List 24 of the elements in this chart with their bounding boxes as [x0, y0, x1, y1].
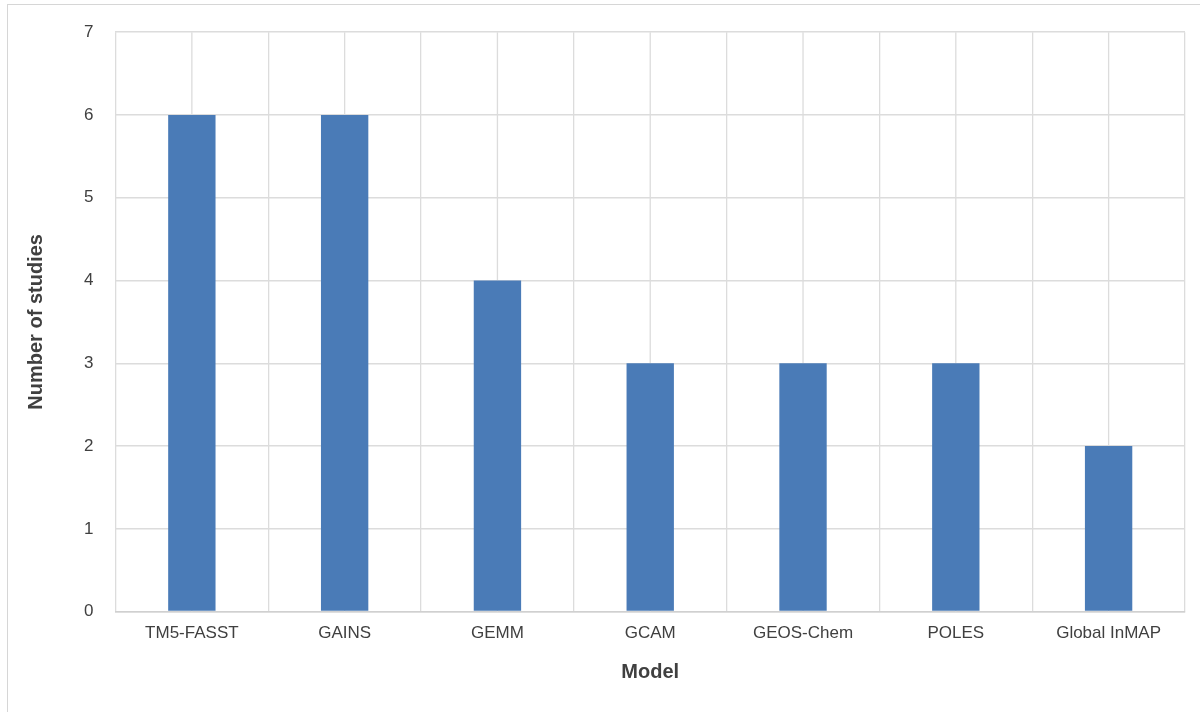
x-tick-label: POLES — [927, 623, 985, 643]
bar — [320, 114, 369, 611]
x-tick-label: GAINS — [318, 623, 372, 643]
y-tick-label: 6 — [83, 104, 94, 124]
y-tick-label: 0 — [83, 601, 94, 621]
x-tick-label: GEMM — [470, 623, 524, 643]
bar — [168, 114, 216, 611]
x-axis-title: Model — [621, 659, 680, 682]
bar — [473, 280, 522, 611]
x-tick-label: TM5-FASST — [145, 623, 239, 643]
bar — [1084, 446, 1133, 611]
x-tick-label: Global InMAP — [1056, 623, 1162, 643]
y-tick-label: 5 — [83, 187, 94, 207]
x-tick-label: GEOS-Chem — [752, 623, 854, 643]
y-tick-label: 1 — [83, 518, 94, 538]
y-tick-label: 2 — [83, 435, 94, 455]
y-tick-label: 4 — [83, 270, 94, 290]
y-tick-label: 7 — [83, 21, 94, 41]
bar — [932, 363, 980, 611]
bar — [779, 363, 827, 611]
y-axis-title: Number of studies — [23, 234, 46, 410]
y-tick-label: 3 — [83, 352, 94, 372]
bar — [626, 363, 674, 611]
x-tick-label: GCAM — [624, 623, 676, 643]
